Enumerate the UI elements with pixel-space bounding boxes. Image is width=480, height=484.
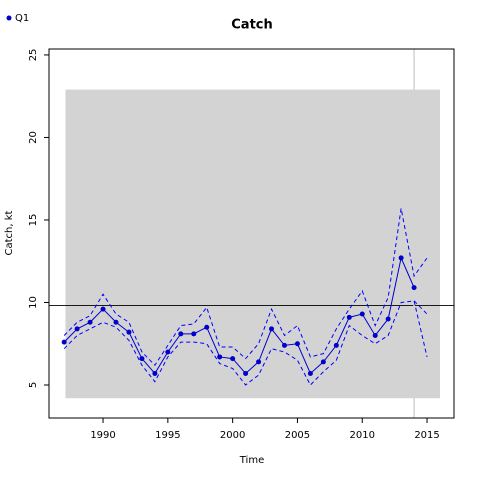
- data-point: [204, 324, 210, 330]
- data-point: [385, 316, 391, 322]
- data-point: [307, 370, 313, 376]
- y-tick-label: 15: [28, 214, 39, 227]
- data-point: [294, 341, 300, 347]
- series-line: [413, 300, 428, 315]
- data-point: [359, 311, 365, 317]
- x-tick-label: 2010: [350, 430, 375, 441]
- y-axis-label: Catch, kt: [4, 210, 15, 255]
- data-point: [100, 306, 106, 312]
- data-point: [281, 342, 287, 348]
- x-tick-label: 2005: [285, 430, 310, 441]
- x-tick-label: 2000: [220, 430, 245, 441]
- data-point: [230, 356, 236, 362]
- data-point: [165, 349, 171, 355]
- data-point: [61, 339, 67, 345]
- x-tick-label: 1995: [155, 430, 180, 441]
- data-point: [372, 332, 378, 338]
- chart-title: Catch: [231, 18, 273, 33]
- data-point: [87, 319, 93, 325]
- data-point: [178, 331, 184, 337]
- data-point: [243, 370, 249, 376]
- y-tick-label: 25: [28, 49, 39, 62]
- data-point: [346, 314, 352, 320]
- data-point: [333, 342, 339, 348]
- shade: [65, 89, 441, 399]
- data-point: [126, 329, 132, 335]
- x-axis-label: Time: [239, 455, 264, 466]
- data-point: [411, 285, 417, 291]
- series-line: [63, 256, 415, 375]
- data-point: [74, 326, 80, 332]
- plot-frame: [48, 48, 455, 419]
- data-point: [191, 331, 197, 337]
- data-point: [113, 319, 119, 325]
- y-tick-label: 5: [28, 382, 39, 388]
- y-tick-label: 20: [28, 131, 39, 144]
- y-tick-label: 10: [28, 296, 39, 309]
- data-point: [256, 359, 262, 365]
- series-line: [63, 208, 428, 366]
- x-tick-label: 1990: [90, 430, 115, 441]
- series-line: [63, 300, 428, 386]
- data-point: [320, 359, 326, 365]
- data-point: [152, 370, 158, 376]
- legend-label: Q1: [15, 13, 29, 24]
- legend-marker: [6, 15, 12, 21]
- x-tick-label: 2015: [414, 430, 439, 441]
- data-point: [398, 255, 404, 261]
- data-point: [139, 356, 145, 362]
- data-point: [269, 326, 275, 332]
- data-point: [217, 354, 223, 360]
